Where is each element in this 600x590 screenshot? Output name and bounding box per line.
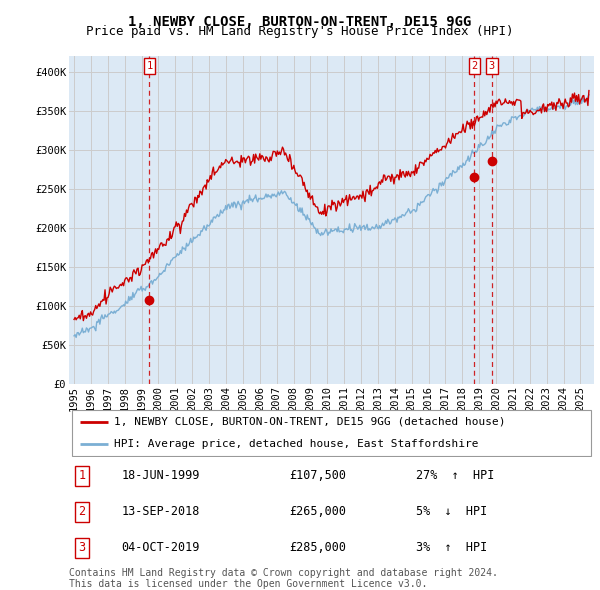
Text: 1: 1 xyxy=(79,469,86,482)
Text: Price paid vs. HM Land Registry's House Price Index (HPI): Price paid vs. HM Land Registry's House … xyxy=(86,25,514,38)
Text: 3: 3 xyxy=(79,542,86,555)
Text: 2: 2 xyxy=(471,61,478,71)
Text: 18-JUN-1999: 18-JUN-1999 xyxy=(121,469,200,482)
FancyBboxPatch shape xyxy=(71,409,592,456)
Text: 2: 2 xyxy=(79,505,86,519)
Text: 1: 1 xyxy=(146,61,152,71)
Text: 5%  ↓  HPI: 5% ↓ HPI xyxy=(415,505,487,519)
Text: 3%  ↑  HPI: 3% ↑ HPI xyxy=(415,542,487,555)
Text: 1, NEWBY CLOSE, BURTON-ON-TRENT, DE15 9GG: 1, NEWBY CLOSE, BURTON-ON-TRENT, DE15 9G… xyxy=(128,15,472,29)
Text: £265,000: £265,000 xyxy=(290,505,347,519)
Text: Contains HM Land Registry data © Crown copyright and database right 2024.
This d: Contains HM Land Registry data © Crown c… xyxy=(69,568,498,589)
Text: 04-OCT-2019: 04-OCT-2019 xyxy=(121,542,200,555)
Text: 1, NEWBY CLOSE, BURTON-ON-TRENT, DE15 9GG (detached house): 1, NEWBY CLOSE, BURTON-ON-TRENT, DE15 9G… xyxy=(113,417,505,427)
Text: 27%  ↑  HPI: 27% ↑ HPI xyxy=(415,469,494,482)
Text: £107,500: £107,500 xyxy=(290,469,347,482)
Text: 3: 3 xyxy=(489,61,495,71)
Text: £285,000: £285,000 xyxy=(290,542,347,555)
Text: 13-SEP-2018: 13-SEP-2018 xyxy=(121,505,200,519)
Text: HPI: Average price, detached house, East Staffordshire: HPI: Average price, detached house, East… xyxy=(113,439,478,449)
